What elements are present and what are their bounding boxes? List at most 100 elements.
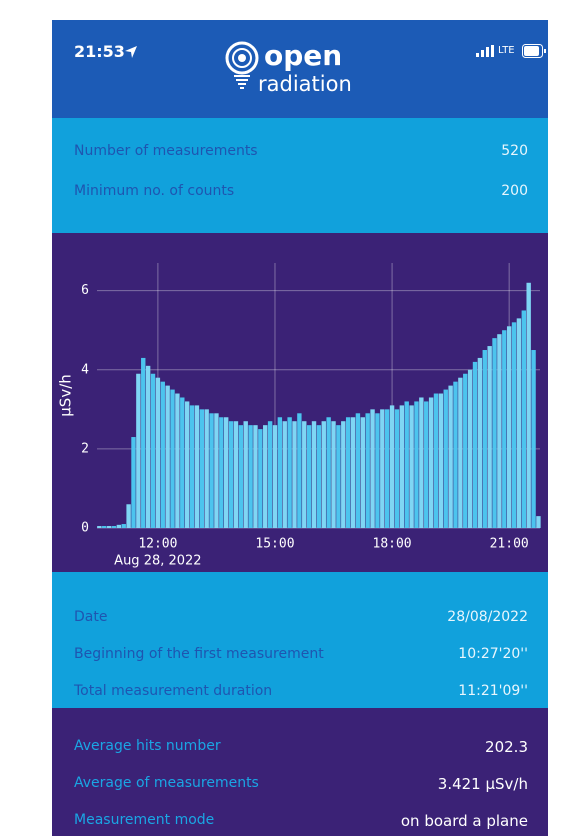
bar [248, 425, 253, 528]
bar [238, 425, 244, 528]
bar [463, 373, 468, 528]
bar [233, 421, 239, 528]
bar [414, 401, 419, 528]
bar [111, 526, 117, 528]
bar [131, 437, 136, 528]
bar [121, 524, 126, 528]
averages: Average hits number 202.3 Average of measu… [52, 708, 548, 836]
bar [311, 421, 317, 528]
bar [302, 421, 307, 528]
row-value: 10:27'20'' [458, 646, 528, 662]
bar [243, 421, 248, 528]
bar [165, 385, 170, 528]
bar [306, 425, 312, 528]
row-value: 11:21'09'' [458, 683, 528, 699]
info-row: Number of measurements 520 [74, 143, 528, 167]
bar [209, 413, 214, 528]
bar [160, 381, 165, 528]
bar [170, 389, 175, 528]
app: 21:53 open radiation LTE Number of measu… [52, 20, 548, 836]
y-tick-label: 4 [81, 362, 89, 377]
bar [253, 425, 258, 528]
bar [297, 413, 302, 528]
bar [536, 516, 541, 528]
bar [448, 385, 453, 528]
bar [394, 409, 400, 528]
bar [389, 405, 395, 528]
bar [136, 373, 141, 528]
summary: Number of measurements 520 Minimum no. of … [52, 118, 548, 233]
bar [487, 346, 492, 528]
bar [194, 405, 200, 528]
bar [116, 524, 122, 528]
bar [384, 409, 390, 528]
bar [341, 421, 346, 528]
bar [97, 526, 102, 528]
bar [453, 381, 458, 528]
status-time: 21:53 [74, 42, 125, 61]
info-row: Date 28/08/2022 [74, 609, 528, 633]
logo-radiation: radiation [258, 72, 352, 96]
bar [189, 405, 195, 528]
bar [331, 421, 336, 528]
info-row: Minimum no. of counts 200 [74, 183, 528, 207]
bar [336, 425, 341, 528]
row-value: 202.3 [485, 738, 528, 756]
bar [365, 413, 370, 528]
bar [516, 318, 522, 528]
bar [214, 413, 219, 528]
info-row: Total measurement duration 11:21'09'' [74, 683, 528, 707]
x-tick-sublabel: Aug 28, 2022 [114, 554, 201, 569]
row-label: Total measurement duration [74, 683, 273, 699]
bar [531, 350, 536, 528]
bar [292, 421, 297, 528]
row-value: 3.421 µSv/h [437, 775, 528, 793]
bar [399, 405, 405, 528]
logo-open: open [264, 39, 343, 72]
chart: 0 2 4 6 12:00 15:00 18:00 21:00 Aug 28, 2022 µSv/… [57, 263, 541, 569]
bar [106, 526, 112, 528]
bar [360, 417, 365, 528]
bar [526, 282, 531, 528]
bar [521, 310, 527, 528]
bar [180, 397, 185, 528]
row-label: Measurement mode [74, 812, 215, 828]
bar [355, 413, 361, 528]
bar [204, 409, 209, 528]
row-value: on board a plane [400, 812, 528, 830]
x-tick-label: 15:00 [255, 537, 294, 552]
bar [282, 421, 287, 528]
bar [175, 393, 180, 528]
y-tick-label: 2 [81, 441, 89, 456]
info-row: Beginning of the first measurement 10:27'… [74, 646, 528, 670]
header: 21:53 open radiation LTE [52, 20, 548, 118]
bar [102, 526, 107, 528]
bar [502, 330, 507, 528]
info-row: Average of measurements 3.421 µSv/h [74, 775, 528, 799]
row-label: Minimum no. of counts [74, 183, 235, 199]
bar [258, 429, 263, 528]
bar [350, 417, 356, 528]
bar [150, 373, 156, 528]
row-label: Average of measurements [74, 775, 259, 791]
location-icon [125, 46, 137, 58]
row-value: 28/08/2022 [447, 609, 528, 625]
bar [458, 377, 463, 528]
bar [184, 401, 190, 528]
bar [316, 425, 322, 528]
network: LTE [498, 45, 515, 56]
bar [287, 417, 292, 528]
row-label: Date [74, 609, 108, 625]
bar [267, 421, 273, 528]
row-label: Number of measurements [74, 143, 258, 159]
y-tick-label: 0 [81, 521, 89, 536]
bar [321, 421, 326, 528]
bar [219, 417, 224, 528]
bar [506, 326, 512, 528]
bar [272, 425, 278, 528]
bar [409, 405, 414, 528]
bar [467, 369, 473, 528]
bar [433, 393, 439, 528]
info-row: Measurement mode on board a plane [74, 812, 528, 836]
